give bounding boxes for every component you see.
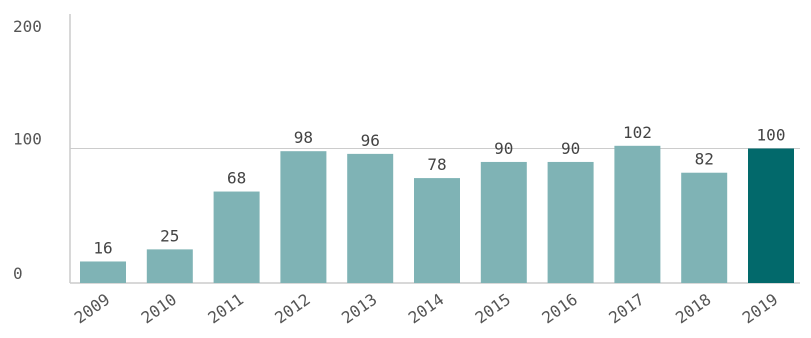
- data-labels: 16 25 68 98 96 78 90 90 102 82 100: [93, 123, 785, 258]
- bar-2013: [347, 153, 394, 283]
- bars: [80, 145, 794, 283]
- data-label-2018: 82: [695, 150, 714, 169]
- x-tick-label-2015: 2015: [472, 290, 514, 328]
- data-label-2011: 68: [227, 169, 246, 188]
- bar-2015: [480, 161, 527, 283]
- data-label-2014: 78: [427, 155, 446, 174]
- bar-2017: [614, 145, 661, 283]
- data-label-2013: 96: [361, 131, 380, 150]
- y-tick-label: 0: [13, 264, 23, 283]
- data-label-2017: 102: [623, 123, 652, 142]
- x-tick-label-2009: 2009: [71, 290, 113, 328]
- data-label-2015: 90: [494, 139, 513, 158]
- bar-2010: [146, 249, 193, 283]
- data-label-2019: 100: [757, 126, 786, 145]
- bar-2014: [414, 178, 460, 283]
- bar-2018: [681, 172, 728, 283]
- bar-2019: [748, 148, 794, 283]
- x-tick-label-2016: 2016: [538, 290, 580, 328]
- bar-2016: [547, 161, 594, 283]
- y-tick-label: 100: [13, 130, 42, 149]
- bar-2012: [280, 151, 327, 283]
- bar-2009: [80, 261, 126, 283]
- x-tick-label-2017: 2017: [605, 290, 647, 328]
- x-tick-labels: 2009 2010 2011 2012 2013 2014 2015 2016 2017 2018…: [71, 290, 781, 328]
- data-label-2010: 25: [160, 226, 179, 245]
- x-tick-label-2010: 2010: [138, 290, 180, 328]
- x-tick-label-2011: 2011: [204, 290, 246, 328]
- data-label-2016: 90: [561, 139, 580, 158]
- bar-2011: [213, 191, 260, 283]
- x-tick-label-2019: 2019: [739, 290, 781, 328]
- data-label-2012: 98: [294, 128, 313, 147]
- x-tick-label-2018: 2018: [672, 290, 714, 328]
- data-label-2009: 16: [93, 238, 112, 257]
- y-tick-labels: 0 100 200: [13, 17, 42, 283]
- x-tick-label-2012: 2012: [271, 290, 313, 328]
- x-tick-label-2013: 2013: [338, 290, 380, 328]
- y-tick-label: 200: [13, 17, 42, 36]
- x-tick-label-2014: 2014: [405, 290, 447, 328]
